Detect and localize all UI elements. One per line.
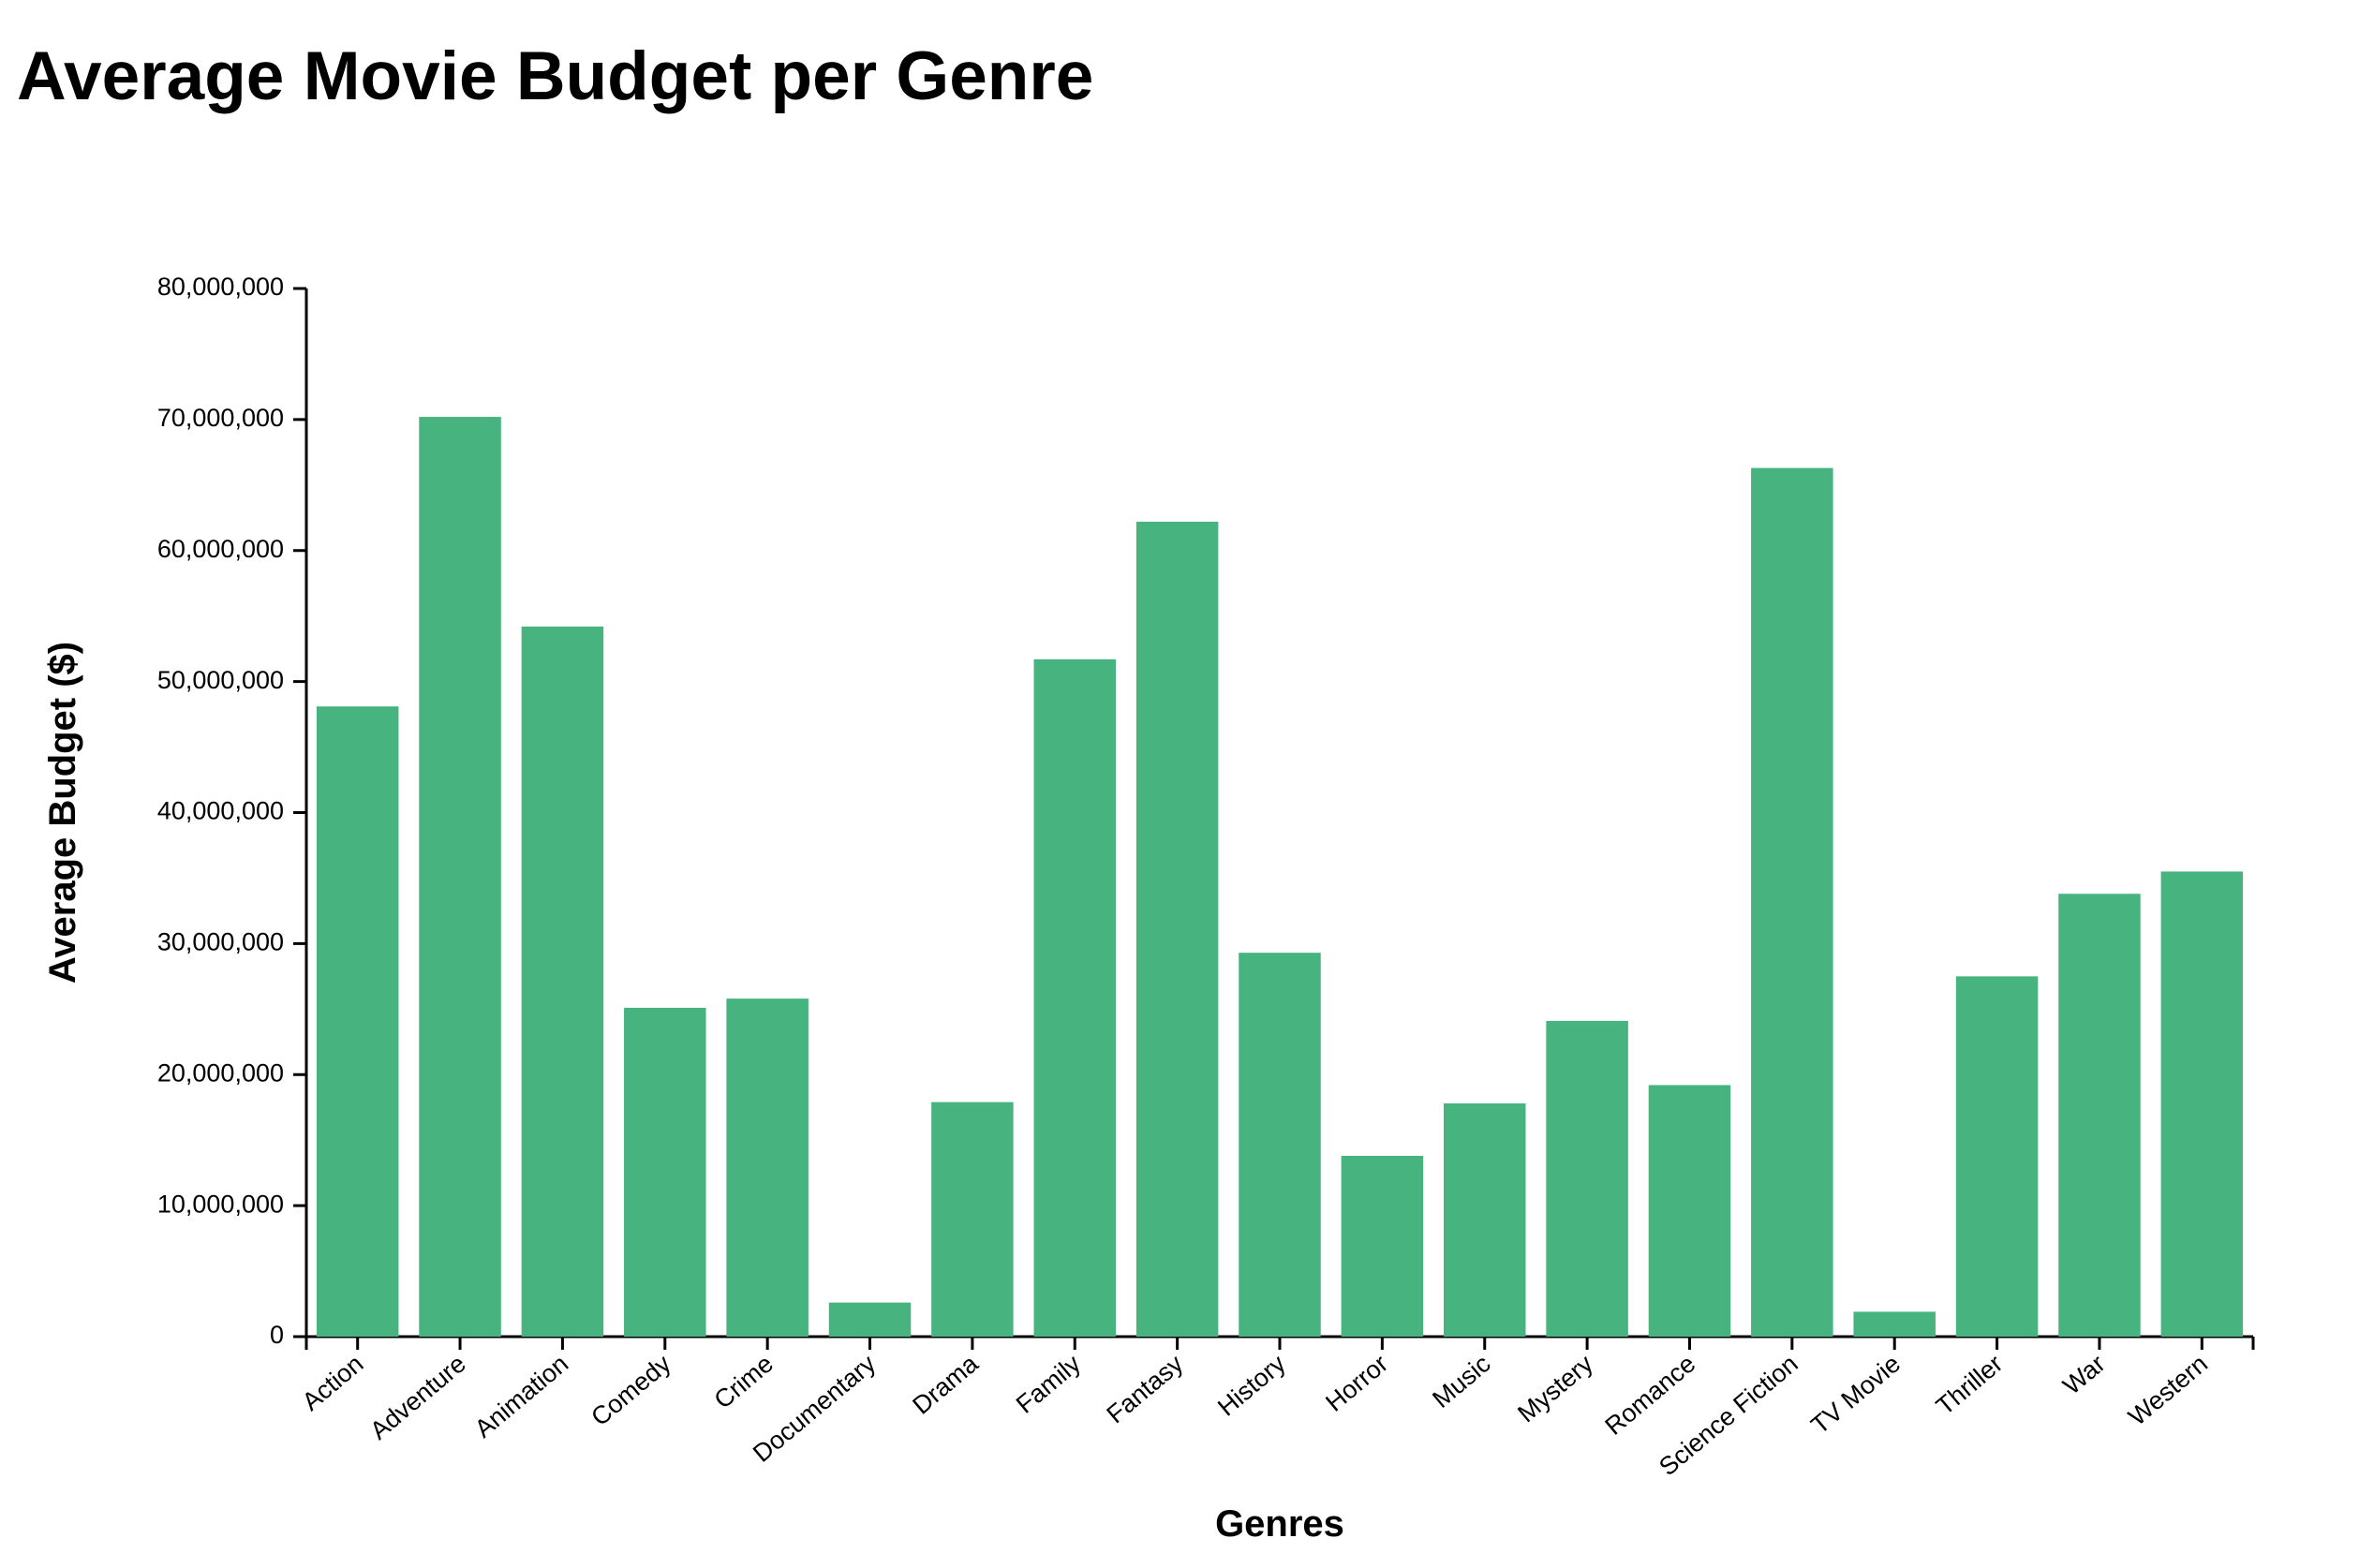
x-tick-label: Music (1427, 1350, 1495, 1413)
y-tick-label: 20,000,000 (157, 1058, 284, 1087)
bar (1239, 953, 1321, 1337)
bar (1443, 1103, 1526, 1337)
x-tick-label: History (1212, 1349, 1291, 1421)
x-tick-label: Drama (907, 1349, 984, 1420)
bar (1648, 1085, 1731, 1337)
x-tick-label: Adventure (364, 1350, 471, 1445)
bar (1955, 976, 2039, 1337)
y-tick-label: 50,000,000 (157, 666, 284, 694)
x-tick-label: Fantasy (1102, 1349, 1189, 1428)
bar (1546, 1020, 1628, 1337)
y-axis: 0 10,000,000 20,000,000 30,000,000 40,000,00… (157, 273, 308, 1350)
y-tick-label: 80,000,000 (157, 273, 284, 301)
x-tick-label: Action (297, 1350, 369, 1416)
bar (1853, 1311, 1936, 1337)
x-axis-title: Genres (1215, 1503, 1344, 1545)
bar (726, 998, 809, 1337)
y-tick-label: 70,000,000 (157, 404, 284, 432)
y-tick-label: 0 (270, 1321, 284, 1349)
x-tick-label: War (2057, 1350, 2110, 1400)
x-tick-label: Mystery (1512, 1349, 1598, 1427)
y-axis-title: Average Budget ($) (42, 642, 83, 984)
y-tick-label: 60,000,000 (157, 535, 284, 563)
chart-title: Average Movie Budget per Genre (17, 38, 1094, 114)
bar (1751, 467, 1833, 1337)
bar (931, 1102, 1014, 1337)
x-tick-label: Horror (1320, 1350, 1393, 1417)
y-tick-label: 40,000,000 (157, 797, 284, 825)
x-tick-label: Family (1011, 1349, 1087, 1418)
bar (1033, 658, 1117, 1337)
x-tick-label: TV Movie (1805, 1350, 1906, 1440)
x-tick-label: Crime (709, 1350, 779, 1414)
bar (624, 1007, 706, 1337)
bar (521, 626, 604, 1337)
x-tick-label: Comedy (586, 1349, 676, 1431)
bar (316, 706, 399, 1337)
bar (1135, 521, 1219, 1337)
x-tick-label: Western (2123, 1350, 2213, 1431)
bar (1341, 1155, 1424, 1337)
bar (828, 1302, 912, 1337)
x-tick-label: Romance (1600, 1350, 1701, 1441)
x-tick-label: Thriller (1931, 1350, 2008, 1421)
x-tick-label: Animation (469, 1350, 573, 1443)
y-tick-label: 10,000,000 (157, 1190, 284, 1218)
bar (2160, 871, 2244, 1337)
y-tick-label: 30,000,000 (157, 928, 284, 956)
bar (2058, 894, 2141, 1337)
bar (419, 417, 501, 1337)
bars (316, 417, 2244, 1337)
